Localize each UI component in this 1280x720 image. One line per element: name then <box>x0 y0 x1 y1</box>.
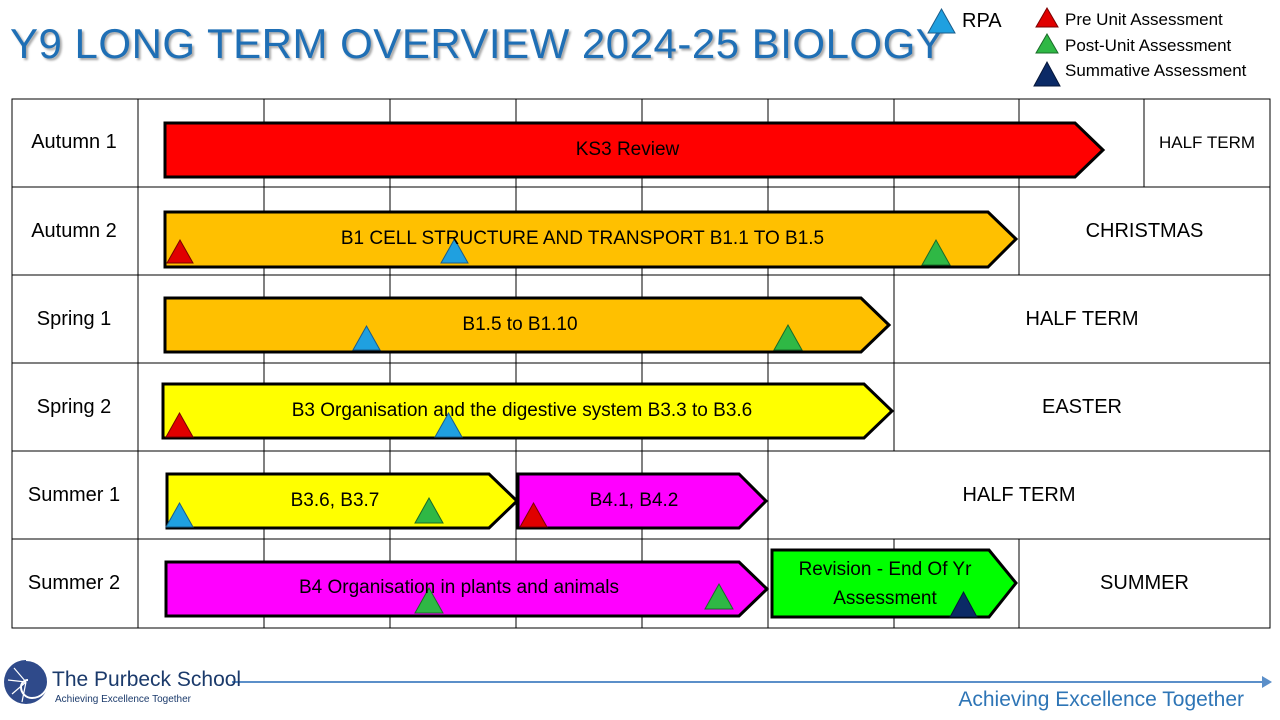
legend-summative-label: Summative Assessment <box>1065 61 1247 80</box>
page-title: Y9 LONG TERM OVERVIEW 2024-25 BIOLOGY <box>10 20 945 67</box>
break-spring-1: HALF TERM <box>1025 308 1139 330</box>
bar-b3-organisation <box>161 382 895 440</box>
legend-post-label: Post-Unit Assessment <box>1065 36 1232 55</box>
rpa-legend-icon <box>927 7 956 34</box>
break-summer-2: SUMMER <box>1100 572 1189 594</box>
legend-post: Post-Unit Assessment <box>1065 36 1231 56</box>
bar-label-b3-organisation: B3 Organisation and the digestive system… <box>291 400 753 421</box>
row-label-spring-1: Spring 1 <box>36 308 112 330</box>
summative-icon <box>949 590 978 618</box>
row-label-autumn-1: Autumn 1 <box>31 131 117 153</box>
pre-unit-icon <box>166 238 194 264</box>
bar-ks3-review <box>163 121 1106 179</box>
row-label-summer-1: Summer 1 <box>27 484 121 506</box>
break-spring-2: EASTER <box>1041 396 1123 418</box>
rpa-icon <box>440 237 469 264</box>
legend-pre-label: Pre Unit Assessment <box>1065 10 1223 29</box>
bar-b4-1-b4-2 <box>516 472 769 530</box>
bar-b1-cell-structure <box>163 210 1019 269</box>
legend-rpa-label: RPA <box>962 10 1002 32</box>
bar-label-b1-cell-structure: B1 CELL STRUCTURE AND TRANSPORT B1.1 TO … <box>340 228 825 249</box>
bar-label-b4-organisation-plants: B4 Organisation in plants and animals <box>298 577 620 598</box>
bar-label-revision: Revision - End Of Yr Assessment <box>798 559 972 609</box>
footer-graphics <box>4 659 1272 704</box>
bar-label-b1-5-to-b1-10: B1.5 to B1.10 <box>462 314 578 335</box>
bar-b1-5-to-b1-10 <box>163 296 892 354</box>
row-label-summer-2: Summer 2 <box>27 572 121 594</box>
bar-label-ks3-review: KS3 Review <box>575 139 680 160</box>
row-label-autumn-2: Autumn 2 <box>31 220 117 242</box>
legend-rpa: RPA <box>962 10 1002 33</box>
pre-unit-legend-icon <box>1035 7 1059 28</box>
footer-arrow-head-icon <box>1262 676 1272 688</box>
break-summer-1: HALF TERM <box>962 484 1076 506</box>
school-name: The Purbeck School <box>52 668 242 691</box>
break-autumn-2: CHRISTMAS <box>1085 220 1204 242</box>
legend-markers <box>927 7 1061 87</box>
legend-pre: Pre Unit Assessment <box>1065 10 1223 30</box>
pre-unit-icon <box>165 411 194 438</box>
school-logo-icon <box>4 659 50 704</box>
school-tagline: Achieving Excellence Together <box>55 694 192 705</box>
post-unit-icon <box>773 323 803 351</box>
legend-summative: Summative Assessment <box>1065 61 1246 81</box>
post-unit-legend-icon <box>1035 33 1059 54</box>
summative-legend-icon <box>1033 60 1061 87</box>
row-label-spring-2: Spring 2 <box>36 396 112 418</box>
rpa-icon <box>165 501 194 528</box>
rpa-icon <box>352 324 381 351</box>
post-unit-icon <box>414 586 444 614</box>
bar-revision <box>770 548 1018 619</box>
footer-motto: Achieving Excellence Together <box>958 688 1244 711</box>
bar-label-b4-1-b4-2: B4.1, B4.2 <box>589 490 679 511</box>
pre-unit-icon <box>519 501 548 528</box>
bar-b4-organisation-plants <box>164 560 770 618</box>
post-unit-icon <box>704 582 734 610</box>
post-unit-icon <box>414 496 444 524</box>
break-autumn-1: HALF TERM <box>1158 133 1256 152</box>
post-unit-icon <box>921 238 951 266</box>
assessment-markers <box>165 237 978 618</box>
rpa-icon <box>434 411 463 438</box>
bar-label-b3-6-b3-7: B3.6, B3.7 <box>290 490 380 511</box>
